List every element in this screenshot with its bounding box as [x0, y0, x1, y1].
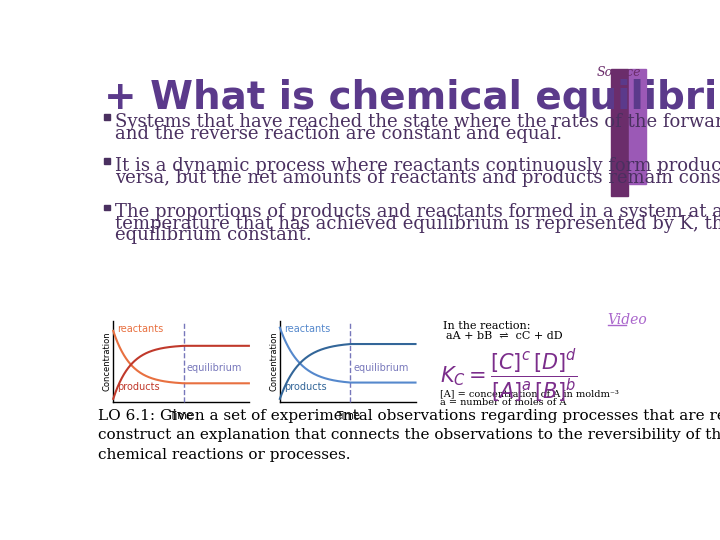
Bar: [629, 69, 646, 184]
Text: a = number of moles of A: a = number of moles of A: [441, 398, 567, 407]
Text: Time: Time: [336, 411, 359, 421]
Text: Time: Time: [169, 411, 193, 421]
Text: and the reverse reaction are constant and equal.: and the reverse reaction are constant an…: [114, 125, 562, 143]
Bar: [104, 205, 109, 210]
Text: equilibrium constant.: equilibrium constant.: [114, 226, 312, 245]
Bar: [104, 158, 109, 164]
Text: $K_C = \dfrac{[C]^c\,[D]^d}{[A]^a\,[B]^b}$: $K_C = \dfrac{[C]^c\,[D]^d}{[A]^a\,[B]^b…: [441, 347, 578, 404]
Text: Concentration: Concentration: [269, 332, 278, 392]
Text: Source: Source: [597, 66, 642, 79]
Text: The proportions of products and reactants formed in a system at a specific: The proportions of products and reactant…: [114, 204, 720, 221]
Text: reactants: reactants: [284, 323, 330, 334]
Text: [A] = concentration of A in moldm⁻³: [A] = concentration of A in moldm⁻³: [441, 390, 619, 399]
Text: In the reaction:: In the reaction:: [443, 321, 530, 331]
Text: aA + bB  ⇌  cC + dD: aA + bB ⇌ cC + dD: [446, 331, 563, 341]
Text: LO 6.1: Given a set of experimental observations regarding processes that are re: LO 6.1: Given a set of experimental obse…: [98, 409, 720, 462]
Text: products: products: [284, 382, 326, 392]
Text: reactants: reactants: [117, 323, 163, 334]
Bar: [611, 69, 628, 195]
Text: + What is chemical equilibrium?: + What is chemical equilibrium?: [104, 79, 720, 117]
Text: versa, but the net amounts of reactants and products remain constant.: versa, but the net amounts of reactants …: [114, 168, 720, 187]
Text: It is a dynamic process where reactants continuously form products and vice: It is a dynamic process where reactants …: [114, 157, 720, 175]
Bar: [104, 114, 109, 120]
Text: Video: Video: [608, 313, 647, 327]
Text: temperature that has achieved equilibrium is represented by Κ, the: temperature that has achieved equilibriu…: [114, 215, 720, 233]
Text: equilibrium: equilibrium: [354, 363, 409, 373]
Text: Systems that have reached the state where the rates of the forward reaction: Systems that have reached the state wher…: [114, 113, 720, 131]
Text: Concentration: Concentration: [102, 332, 112, 392]
Text: products: products: [117, 382, 160, 392]
Text: equilibrium: equilibrium: [187, 363, 242, 373]
